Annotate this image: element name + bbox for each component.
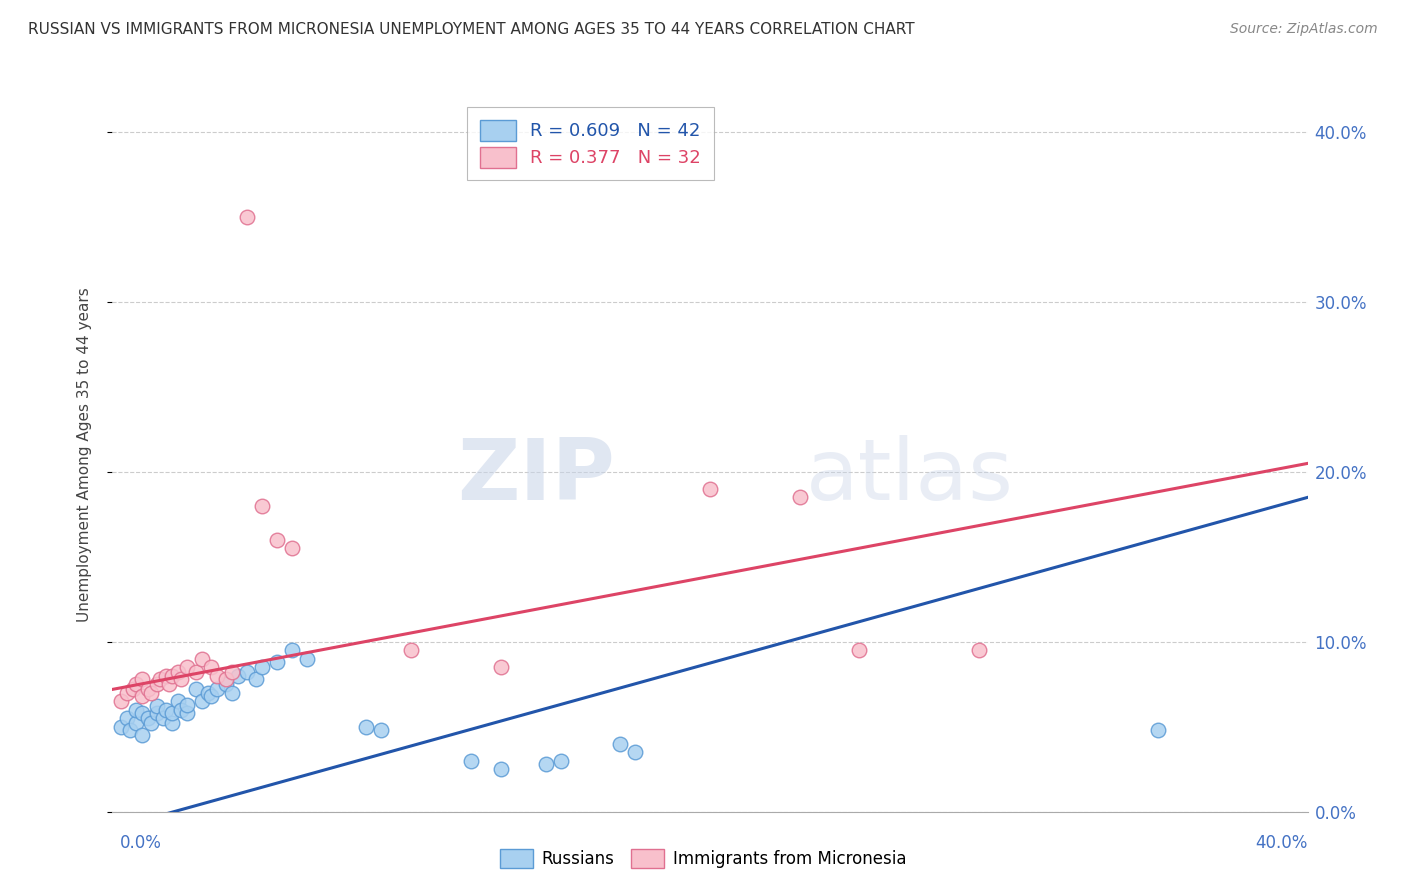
Point bbox=[281, 643, 304, 657]
Point bbox=[848, 643, 870, 657]
Y-axis label: Unemployment Among Ages 35 to 44 years: Unemployment Among Ages 35 to 44 years bbox=[77, 287, 91, 623]
Point bbox=[200, 689, 222, 703]
Point bbox=[152, 711, 174, 725]
Text: 0.0%: 0.0% bbox=[120, 834, 162, 852]
Point bbox=[266, 655, 288, 669]
Point bbox=[295, 652, 318, 666]
Point bbox=[370, 723, 392, 738]
Point bbox=[550, 754, 572, 768]
Point bbox=[489, 762, 512, 776]
Point bbox=[967, 643, 990, 657]
Point bbox=[236, 210, 259, 224]
Point bbox=[110, 720, 132, 734]
Point bbox=[155, 703, 177, 717]
Point bbox=[117, 711, 139, 725]
Point bbox=[236, 665, 259, 680]
Point bbox=[138, 711, 160, 725]
Point bbox=[221, 665, 243, 680]
Point bbox=[146, 699, 169, 714]
Point bbox=[176, 660, 198, 674]
Point bbox=[215, 672, 238, 686]
Point bbox=[155, 669, 177, 683]
Point bbox=[131, 672, 153, 686]
Point bbox=[162, 669, 183, 683]
Point bbox=[131, 689, 153, 703]
Text: Source: ZipAtlas.com: Source: ZipAtlas.com bbox=[1230, 22, 1378, 37]
Text: 40.0%: 40.0% bbox=[1256, 834, 1308, 852]
Point bbox=[157, 677, 180, 691]
Point bbox=[186, 682, 208, 697]
Point bbox=[250, 499, 273, 513]
Point bbox=[120, 723, 142, 738]
Text: atlas: atlas bbox=[806, 434, 1014, 518]
Point bbox=[1147, 723, 1170, 738]
Point bbox=[401, 643, 423, 657]
Point bbox=[534, 757, 557, 772]
Point bbox=[162, 706, 183, 721]
Point bbox=[146, 677, 169, 691]
Point bbox=[167, 665, 190, 680]
Legend: R = 0.609   N = 42, R = 0.377   N = 32: R = 0.609 N = 42, R = 0.377 N = 32 bbox=[467, 107, 714, 180]
Point bbox=[624, 745, 647, 759]
Point bbox=[125, 703, 148, 717]
Text: ZIP: ZIP bbox=[457, 434, 614, 518]
Point bbox=[191, 652, 214, 666]
Point bbox=[200, 660, 222, 674]
Point bbox=[170, 672, 193, 686]
Point bbox=[167, 694, 190, 708]
Text: RUSSIAN VS IMMIGRANTS FROM MICRONESIA UNEMPLOYMENT AMONG AGES 35 TO 44 YEARS COR: RUSSIAN VS IMMIGRANTS FROM MICRONESIA UN… bbox=[28, 22, 915, 37]
Point bbox=[122, 682, 145, 697]
Point bbox=[266, 533, 288, 547]
Point bbox=[699, 482, 721, 496]
Point bbox=[176, 698, 198, 712]
Point bbox=[215, 677, 238, 691]
Legend: Russians, Immigrants from Micronesia: Russians, Immigrants from Micronesia bbox=[494, 842, 912, 875]
Point bbox=[197, 686, 219, 700]
Point bbox=[125, 677, 148, 691]
Point bbox=[162, 716, 183, 731]
Point bbox=[146, 706, 169, 721]
Point bbox=[176, 706, 198, 721]
Point bbox=[131, 706, 153, 721]
Point bbox=[205, 682, 228, 697]
Point bbox=[186, 665, 208, 680]
Point bbox=[281, 541, 304, 556]
Point bbox=[117, 686, 139, 700]
Point bbox=[226, 669, 249, 683]
Point bbox=[131, 728, 153, 742]
Point bbox=[489, 660, 512, 674]
Point bbox=[221, 686, 243, 700]
Point bbox=[356, 720, 378, 734]
Point bbox=[141, 716, 163, 731]
Point bbox=[205, 669, 228, 683]
Point bbox=[609, 737, 631, 751]
Point bbox=[170, 703, 193, 717]
Point bbox=[250, 660, 273, 674]
Point bbox=[141, 686, 163, 700]
Point bbox=[110, 694, 132, 708]
Point bbox=[789, 491, 811, 505]
Point bbox=[191, 694, 214, 708]
Point bbox=[125, 716, 148, 731]
Point bbox=[138, 682, 160, 697]
Point bbox=[245, 672, 267, 686]
Point bbox=[460, 754, 482, 768]
Point bbox=[149, 672, 172, 686]
